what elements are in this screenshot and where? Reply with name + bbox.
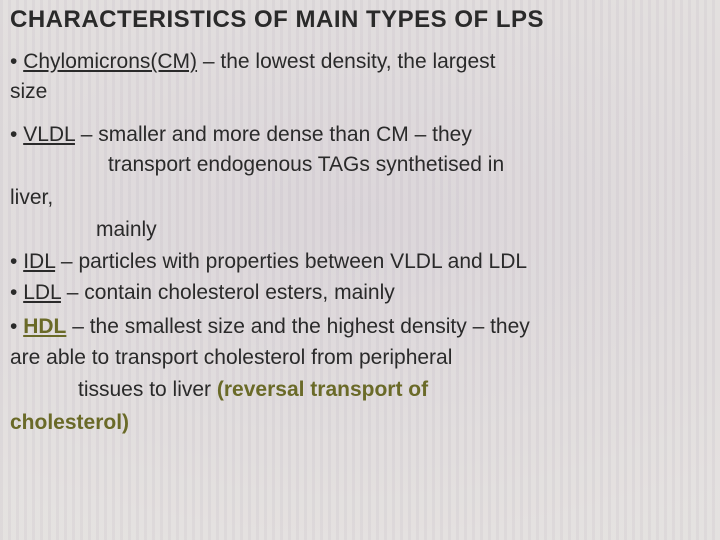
term-hdl: HDL — [23, 315, 66, 338]
bullet-marker: • — [10, 315, 23, 338]
bullet-cm: • Chylomicrons(CM) – the lowest density,… — [10, 47, 710, 77]
text-vldl-rest: – smaller and more dense than CM – they — [75, 123, 472, 146]
text-hdl-cont1: are able to transport cholesterol from p… — [10, 343, 710, 373]
bullet-marker: • — [10, 281, 23, 304]
text-idl-rest: – particles with properties between VLDL… — [55, 250, 527, 273]
text-cm-cont: size — [10, 77, 710, 107]
text-hdl-rest: – the smallest size and the highest dens… — [66, 315, 529, 338]
term-idl: IDL — [23, 250, 55, 273]
bullet-marker: • — [10, 123, 23, 146]
text-ldl-rest: – contain cholesterol esters, mainly — [61, 281, 395, 304]
text-cm-rest: – the lowest density, the largest — [197, 50, 495, 73]
slide-content: CHARACTERISTICS OF MAIN TYPES OF LPS • C… — [0, 0, 720, 438]
bullet-idl: • IDL – particles with properties betwee… — [10, 247, 710, 277]
text-vldl-cont3: mainly — [10, 215, 710, 245]
text-hdl-cont2: tissues to liver (reversal transport of — [10, 375, 710, 405]
bullet-marker: • — [10, 50, 23, 73]
text-hdl-cont2-pre: tissues to liver — [78, 378, 217, 401]
text-hdl-cont3-em: cholesterol) — [10, 411, 129, 434]
bullet-vldl: • VLDL – smaller and more dense than CM … — [10, 120, 710, 150]
bullet-ldl: • LDL – contain cholesterol esters, main… — [10, 278, 710, 308]
term-cm: Chylomicrons(CM) — [23, 50, 197, 73]
bullet-hdl: • HDL – the smallest size and the highes… — [10, 312, 710, 342]
bullet-marker: • — [10, 250, 23, 273]
slide-title: CHARACTERISTICS OF MAIN TYPES OF LPS — [10, 6, 710, 35]
spacer — [10, 110, 710, 120]
text-hdl-cont2-em: (reversal transport of — [217, 378, 428, 401]
text-hdl-cont3: cholesterol) — [10, 408, 710, 438]
text-vldl-cont2: liver, — [10, 183, 710, 213]
term-vldl: VLDL — [23, 123, 75, 146]
text-vldl-cont1: transport endogenous TAGs synthetised in — [10, 150, 710, 180]
term-ldl: LDL — [23, 281, 61, 304]
